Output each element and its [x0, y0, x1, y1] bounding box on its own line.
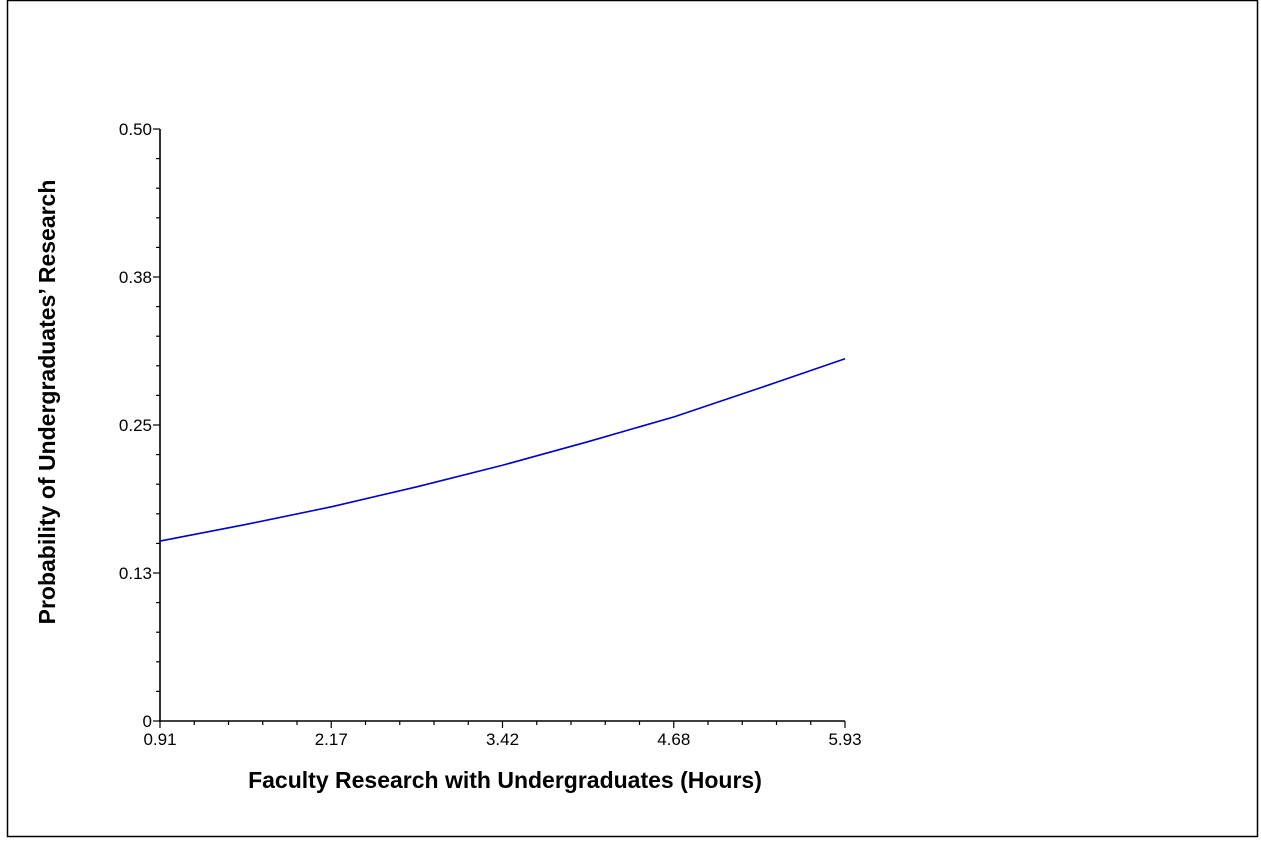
y-tick-label: 0.38 [119, 268, 152, 287]
chart-border [6, 0, 1259, 838]
series-line [159, 357, 846, 542]
x-tick-label: 4.68 [657, 730, 690, 749]
y-axis-title: Probability of Undergraduates’ Research [34, 180, 60, 625]
x-axis-title: Faculty Research with Undergraduates (Ho… [248, 767, 762, 793]
x-tick-label: 0.91 [143, 730, 176, 749]
x-tick-label: 3.42 [486, 730, 519, 749]
y-tick-label: 0.25 [119, 416, 152, 435]
y-tick-label: 0 [143, 712, 152, 731]
x-tick-label: 5.93 [828, 730, 861, 749]
plot-area [159, 357, 846, 542]
x-tick-label: 2.17 [315, 730, 348, 749]
y-tick-label: 0.50 [119, 120, 152, 139]
ticks: 0.91 2.17 3.42 4.68 5.93 0 0.13 0.25 0.38 0.50 [119, 120, 862, 749]
y-tick-label: 0.13 [119, 564, 152, 583]
